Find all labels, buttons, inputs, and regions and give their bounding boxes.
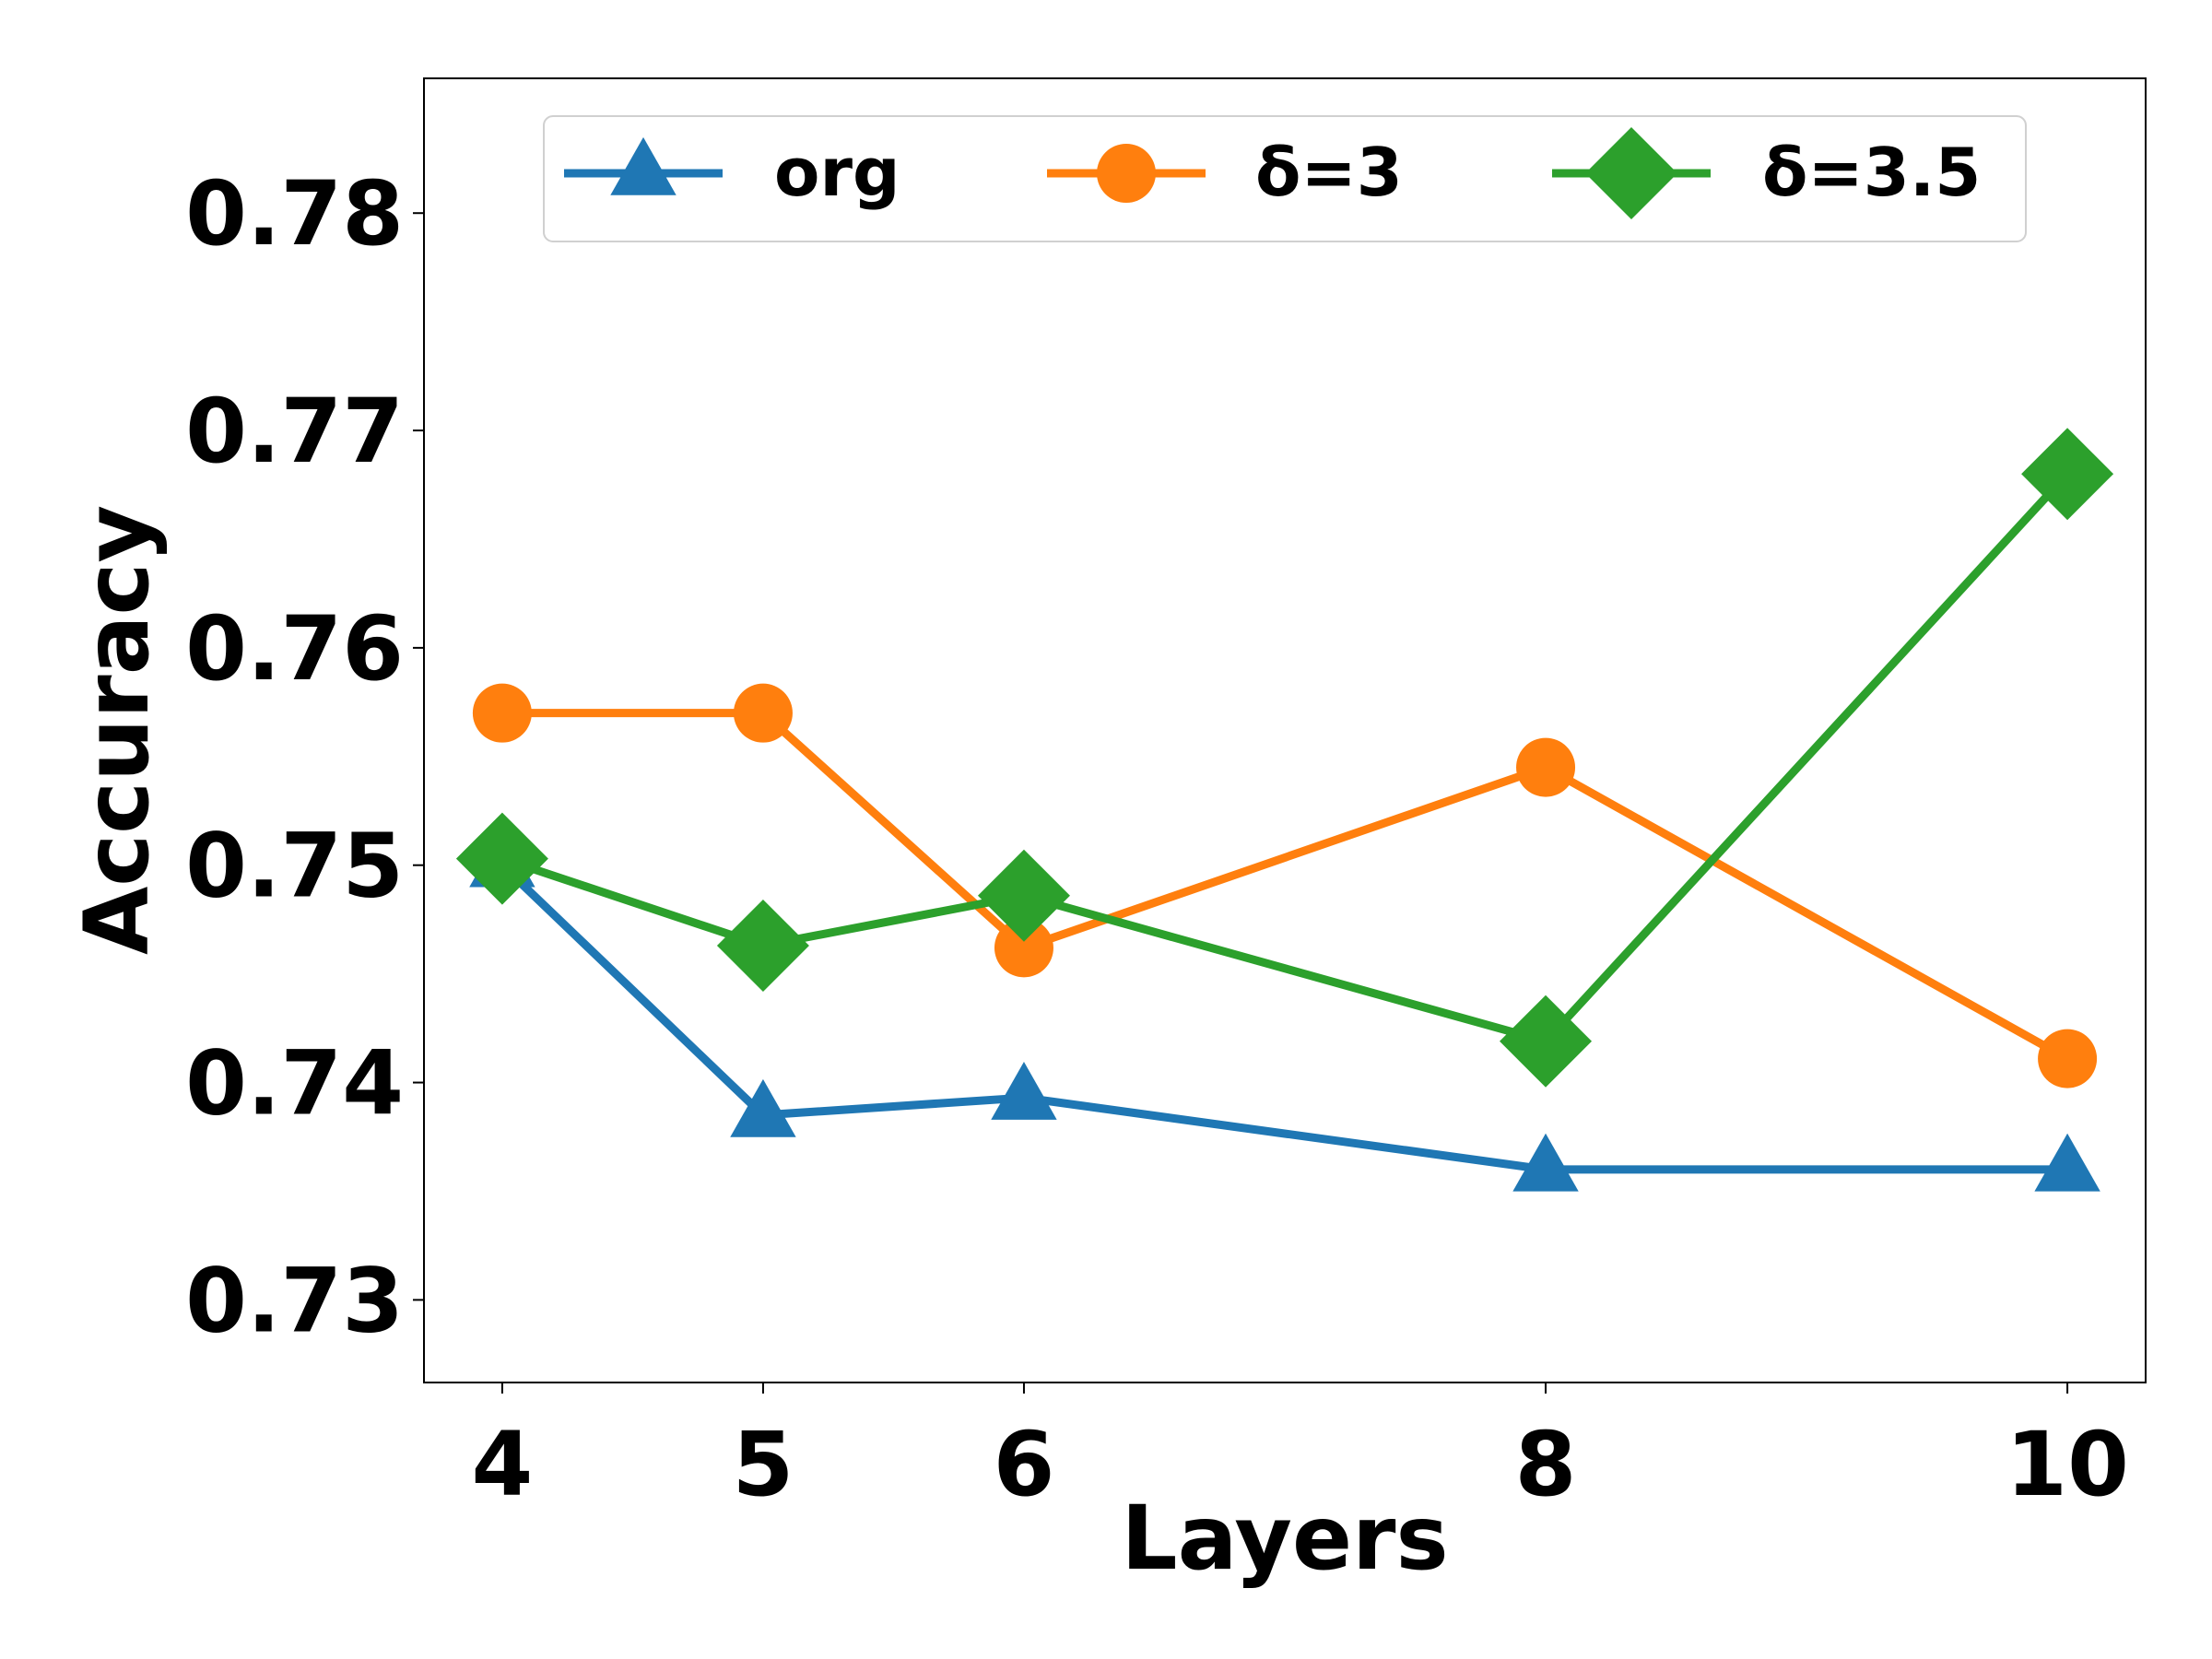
series-1 [472, 683, 2098, 1088]
y-axis: 0.73 0.74 0.75 0.76 0.77 0.78 [185, 162, 424, 1352]
data-point-triangle [1512, 1133, 1579, 1192]
data-point-diamond [455, 812, 548, 905]
data-point-diamond [716, 899, 809, 992]
data-point-diamond [1500, 994, 1593, 1088]
series-2 [455, 428, 2114, 1088]
y-tick-label: 0.76 [185, 597, 404, 700]
data-point-circle [994, 918, 1053, 978]
y-axis-title: Accuracy [65, 505, 169, 955]
legend-label: δ=3.5 [1762, 134, 1981, 211]
x-tick-label: 5 [733, 1413, 794, 1516]
legend-label: δ=3 [1255, 134, 1403, 211]
x-tick-label: 8 [1515, 1413, 1577, 1516]
legend-item: δ=3.5 [1552, 127, 1981, 219]
x-tick-label: 4 [472, 1413, 534, 1516]
y-tick-label: 0.78 [185, 162, 404, 265]
legend-label: org [774, 134, 900, 211]
legend: org δ=3 δ=3.5 [543, 115, 2027, 242]
y-tick-label: 0.77 [185, 380, 404, 483]
data-point-circle [2038, 1029, 2098, 1088]
legend-item: org [564, 134, 900, 211]
data-point-diamond [977, 849, 1070, 942]
legend-item: δ=3 [1047, 134, 1403, 211]
legend-swatch-circle [1097, 144, 1156, 203]
y-tick-label: 0.73 [185, 1249, 404, 1352]
data-point-circle [733, 683, 793, 743]
legend-swatch-diamond [1585, 127, 1677, 219]
y-tick-label: 0.75 [185, 815, 404, 918]
data-point-circle [472, 683, 532, 743]
x-axis-title: Layers [1121, 1487, 1448, 1590]
x-tick-label: 6 [994, 1413, 1055, 1516]
legend-swatch-triangle [610, 136, 677, 195]
plot-area [423, 77, 2147, 1383]
series-layer [455, 428, 2114, 1192]
data-point-triangle [2034, 1133, 2100, 1192]
x-axis: 4 5 6 8 10 [472, 1382, 2129, 1516]
data-point-diamond [2021, 428, 2114, 521]
data-point-triangle [991, 1061, 1057, 1120]
y-tick-label: 0.74 [185, 1032, 404, 1135]
data-point-circle [1516, 737, 1576, 797]
legend-box [543, 115, 2027, 242]
x-tick-label: 10 [2006, 1413, 2129, 1516]
data-point-triangle [730, 1078, 796, 1137]
